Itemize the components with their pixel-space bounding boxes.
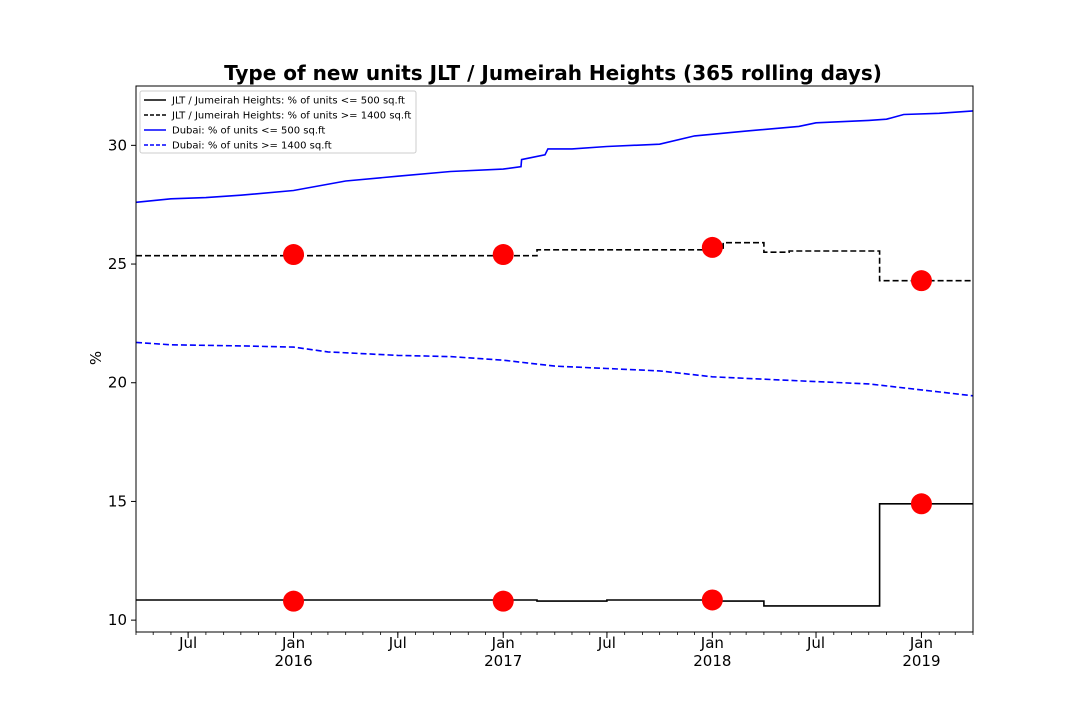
marker-layer bbox=[283, 236, 932, 612]
plot-area bbox=[136, 86, 973, 632]
x-tick-year-label: 2018 bbox=[693, 652, 731, 670]
x-tick-label: Jul bbox=[597, 634, 616, 652]
plot-background bbox=[136, 86, 973, 632]
red-marker-point bbox=[492, 244, 514, 266]
red-marker-point bbox=[492, 590, 514, 612]
x-tick-label: Jan bbox=[491, 634, 515, 652]
x-tick-label: Jul bbox=[806, 634, 825, 652]
x-tick-label: Jul bbox=[388, 634, 407, 652]
red-marker-point bbox=[701, 236, 723, 258]
y-tick-label: 20 bbox=[108, 374, 127, 392]
series-line-3 bbox=[135, 341, 974, 397]
legend-entry-label: JLT / Jumeirah Heights: % of units <= 50… bbox=[171, 96, 405, 107]
y-tick-label: 25 bbox=[108, 255, 127, 273]
y-tick-label: 30 bbox=[108, 136, 127, 154]
x-tick-year-label: 2016 bbox=[274, 652, 312, 670]
x-tick-label: Jan bbox=[700, 634, 724, 652]
red-marker-point bbox=[910, 493, 932, 515]
series-line-2 bbox=[135, 110, 974, 204]
red-marker-point bbox=[283, 244, 305, 266]
y-tick-label: 10 bbox=[108, 611, 127, 629]
red-marker-point bbox=[283, 590, 305, 612]
y-tick-label: 15 bbox=[108, 492, 127, 510]
x-tick-label: Jul bbox=[178, 634, 197, 652]
legend-entry-label: JLT / Jumeirah Heights: % of units >= 14… bbox=[171, 111, 411, 122]
legend-entry-label: Dubai: % of units >= 1400 sq.ft bbox=[172, 141, 332, 152]
red-marker-point bbox=[910, 270, 932, 292]
series-line-1 bbox=[136, 241, 973, 282]
y-axis-label: % bbox=[87, 351, 105, 365]
x-tick-year-label: 2019 bbox=[902, 652, 940, 670]
legend-entry-label: Dubai: % of units <= 500 sq.ft bbox=[172, 126, 325, 137]
legend-box bbox=[139, 90, 417, 154]
chart-title: Type of new units JLT / Jumeirah Heights… bbox=[224, 61, 882, 85]
legend: JLT / Jumeirah Heights: % of units <= 50… bbox=[139, 90, 417, 154]
x-tick-label: Jan bbox=[281, 634, 305, 652]
x-tick-year-label: 2017 bbox=[484, 652, 522, 670]
red-marker-point bbox=[701, 589, 723, 611]
x-tick-label: Jan bbox=[909, 634, 933, 652]
